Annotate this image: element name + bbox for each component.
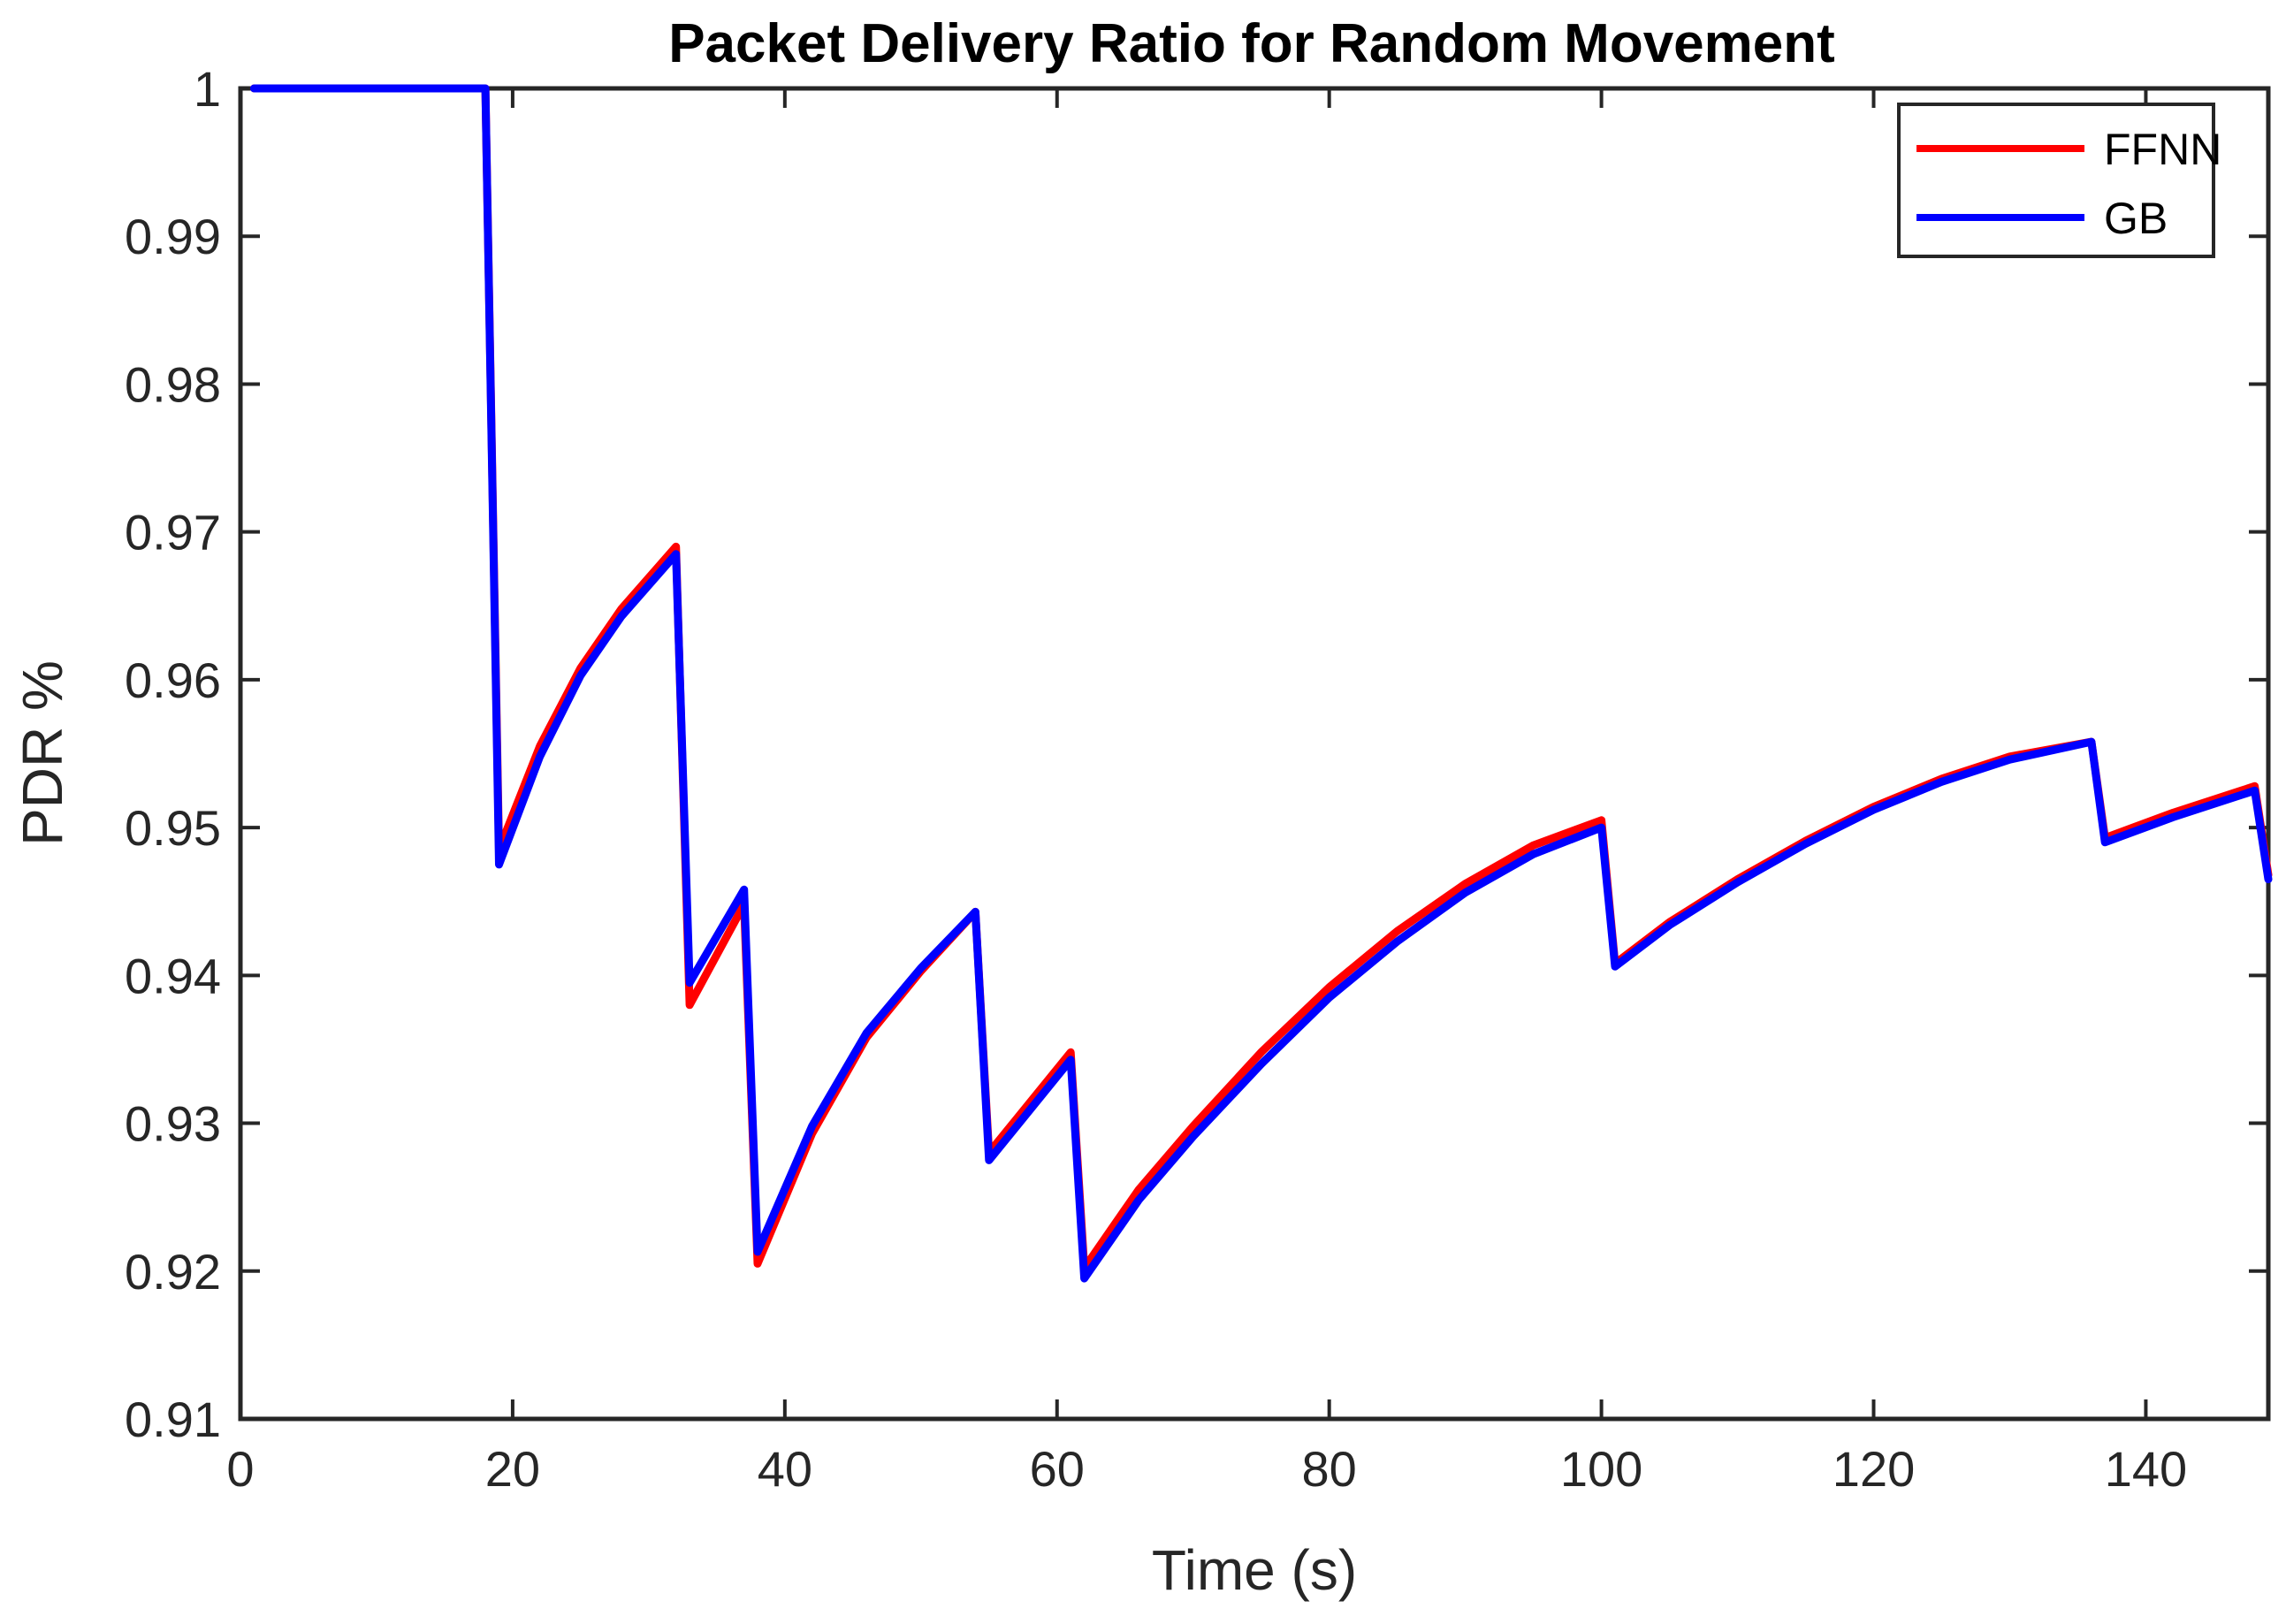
series-lines: [249, 84, 2273, 1283]
chart-title: Packet Delivery Ratio for Random Movemen…: [668, 13, 1835, 74]
y-axis-label: PDR %: [11, 660, 74, 846]
x-tick-label-1: 20: [485, 1441, 540, 1497]
legend-label-gb: GB: [2104, 194, 2168, 243]
y-tick-label-3: 0.94: [125, 948, 221, 1003]
x-ticks: 0 20 40 60 80 100 120 140: [226, 88, 2187, 1497]
x-tick-label-5: 100: [1560, 1441, 1642, 1497]
x-tick-label-7: 140: [2105, 1441, 2187, 1497]
x-tick-label-3: 60: [1030, 1441, 1085, 1497]
legend-box: [1897, 103, 2215, 258]
legend-label-ffnn: FFNN: [2104, 125, 2221, 174]
y-tick-label-5: 0.96: [125, 652, 221, 708]
y-tick-label-2: 0.93: [125, 1096, 221, 1152]
y-tick-label-1: 0.92: [125, 1244, 221, 1300]
plot-area: 0 20 40 60 80 100 120 140 0.910.920.930.940.950…: [125, 61, 2273, 1497]
y-tick-label-4: 0.95: [125, 800, 221, 856]
y-tick-label-7: 0.98: [125, 356, 221, 412]
x-axis-label: Time (s): [1152, 1538, 1357, 1602]
y-tick-label-8: 0.99: [125, 209, 221, 264]
x-tick-label-0: 0: [226, 1441, 254, 1497]
y-tick-label-9: 1: [194, 61, 221, 117]
x-tick-label-4: 80: [1302, 1441, 1357, 1497]
series-line-gb: [249, 84, 2273, 1283]
plot-frame: [238, 86, 2271, 1422]
y-ticks: 0.91 0.92 0.93 0.94 0.95 0.96 0.97 0.98 0.99 1: [125, 61, 2268, 1447]
y-tick-label-6: 0.97: [125, 505, 221, 560]
legend: FFNN GB: [1897, 103, 2221, 258]
y-tick-label-0: 0.91: [125, 1391, 221, 1447]
x-tick-label-6: 120: [1833, 1441, 1915, 1497]
x-tick-label-2: 40: [758, 1441, 812, 1497]
